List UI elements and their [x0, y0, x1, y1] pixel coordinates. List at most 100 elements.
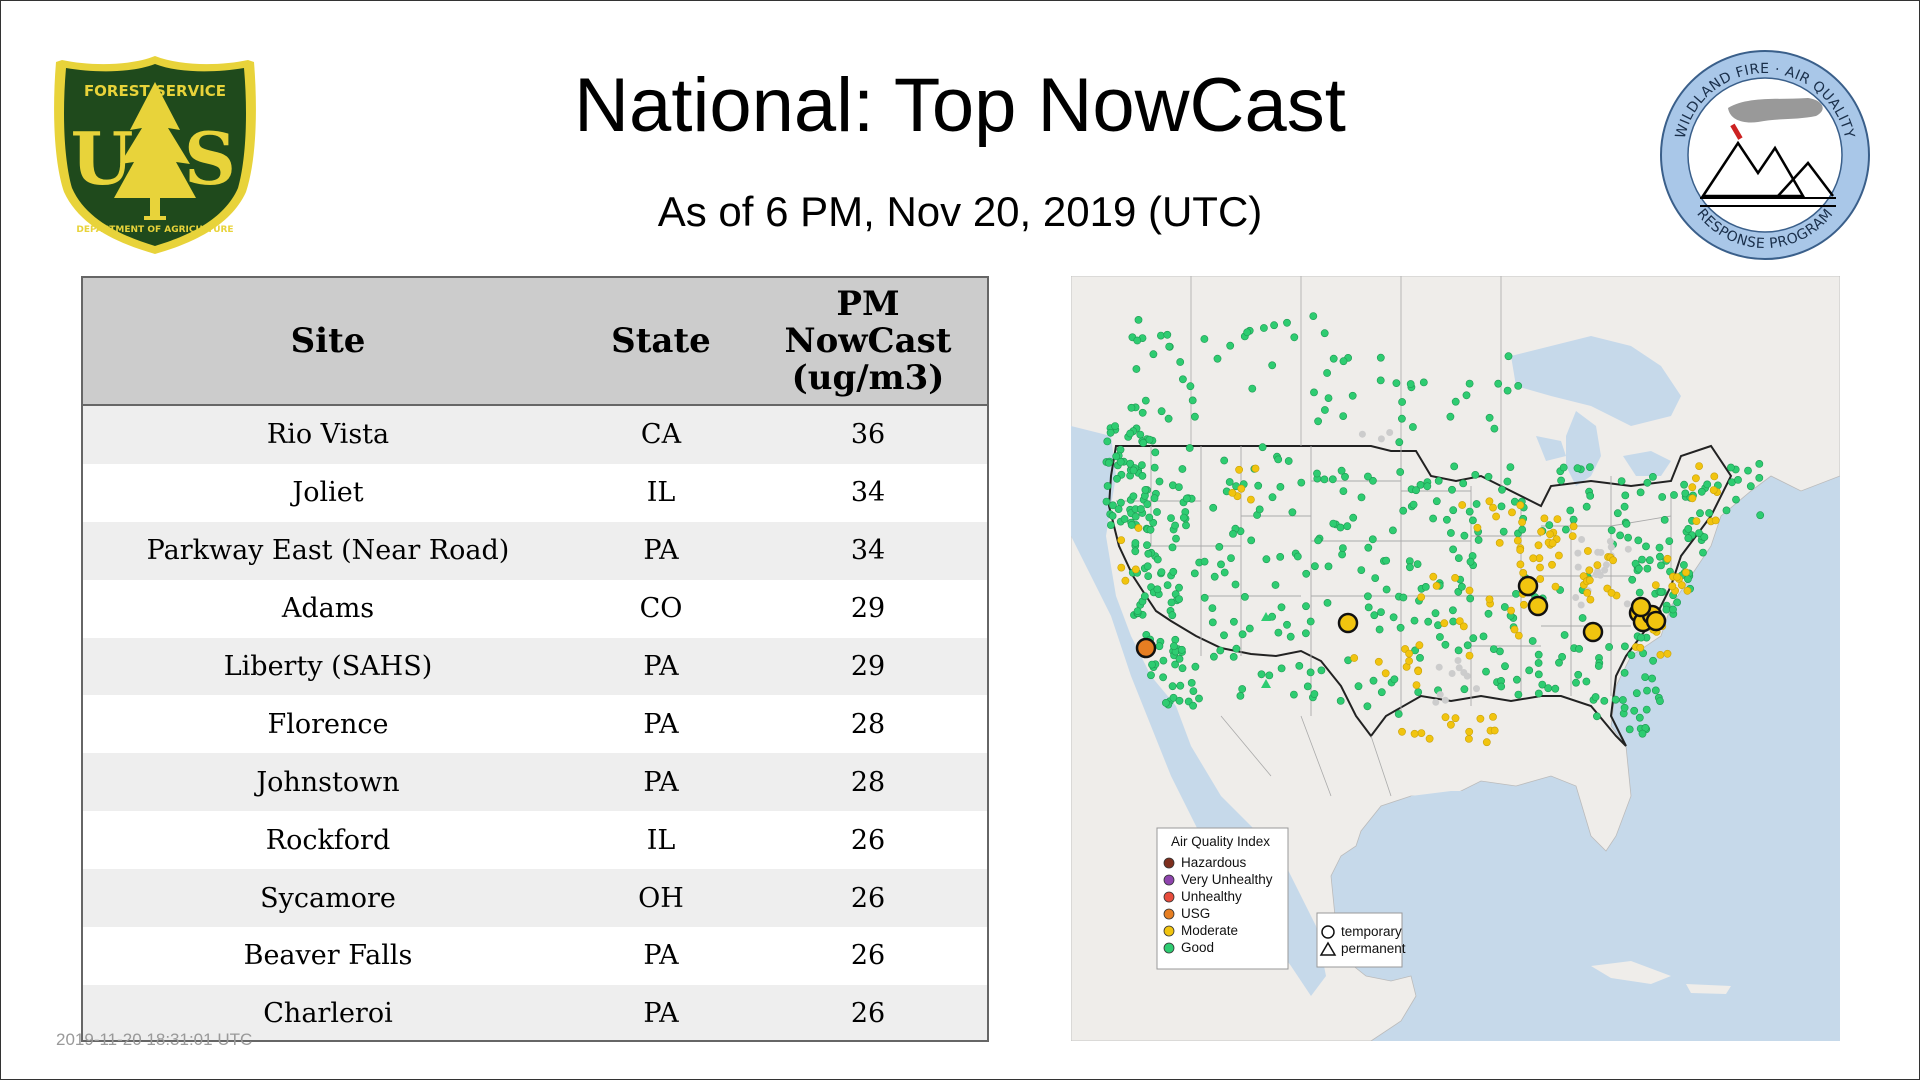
good-site-dot: [1494, 379, 1503, 388]
moderate-site-dot: [1584, 547, 1592, 555]
good-site-dot: [1632, 689, 1641, 698]
good-site-dot: [1286, 632, 1295, 641]
moderate-site-dot: [1485, 595, 1494, 604]
good-site-dot: [1301, 629, 1310, 638]
good-site-dot: [1465, 379, 1474, 388]
good-site-dot: [1423, 482, 1432, 491]
good-site-dot: [1460, 531, 1469, 540]
cell-site: Florence: [83, 695, 573, 754]
good-site-dot: [1582, 502, 1591, 511]
good-site-dot: [1665, 537, 1674, 545]
good-site-dot: [1143, 562, 1152, 571]
good-site-dot: [1317, 666, 1326, 675]
good-site-dot: [1662, 605, 1671, 614]
moderate-site-dot: [1459, 622, 1468, 631]
good-site-dot: [1727, 463, 1735, 472]
moderate-site-dot: [1440, 619, 1449, 628]
us-border: [1107, 444, 1733, 747]
good-site-dot: [1504, 352, 1513, 361]
good-site-dot: [1208, 604, 1217, 612]
good-site-dot: [1209, 652, 1218, 661]
good-site-dot: [1389, 613, 1398, 622]
good-site-dot: [1170, 642, 1178, 651]
good-site-dot: [1376, 376, 1385, 385]
good-site-dot: [1364, 543, 1373, 552]
legend-permanent: permanent: [1341, 941, 1406, 956]
good-site-dot: [1732, 495, 1740, 504]
moderate-site-dot: [1492, 512, 1500, 521]
moderate-site-dot: [1446, 720, 1455, 729]
moderate-site-dot: [1519, 600, 1528, 609]
moderate-site-dot: [1513, 536, 1522, 545]
usg-swatch: [1163, 908, 1175, 920]
good-site-dot: [1755, 473, 1764, 482]
good-site-dot: [1561, 525, 1570, 534]
good-site-dot: [1559, 463, 1568, 472]
moderate-site-dot: [1121, 576, 1130, 585]
svg-text:U: U: [71, 116, 134, 201]
good-site-dot: [1303, 682, 1312, 691]
moderate-site-dot: [1516, 501, 1525, 510]
good-site-dot: [1555, 658, 1563, 667]
good-site-dot: [1153, 585, 1162, 594]
inactive-site-dot: [1623, 600, 1631, 608]
top-sites: [1135, 575, 1667, 659]
table-row: Adams CO 29: [83, 579, 987, 638]
moderate-site-dot: [1415, 641, 1424, 650]
moderate-site-dot: [1228, 488, 1237, 497]
good-site-dot: [1382, 556, 1391, 565]
moderate-site-dot: [1688, 494, 1697, 503]
table-row: Rio Vista CA 36: [83, 405, 987, 464]
good-site-dot: [1560, 631, 1569, 639]
good-site-dot: [1200, 593, 1209, 602]
good-site-dot: [1605, 643, 1613, 651]
moderate-site-dot: [1692, 474, 1700, 483]
cell-value: 26: [749, 869, 987, 928]
good-site-dot: [1137, 505, 1145, 513]
good-site-dot: [1643, 564, 1652, 573]
moderate-site-dot: [1677, 581, 1686, 589]
good-site-dot: [1399, 593, 1408, 602]
good-site-dot: [1179, 513, 1188, 522]
good-site-dot: [1143, 541, 1151, 549]
site-florence: [1630, 596, 1652, 618]
moderate-site-dot: [1593, 561, 1602, 569]
inactive-site-dot: [1577, 601, 1585, 609]
good-site-dot: [1534, 670, 1543, 679]
good-site-dot: [1177, 645, 1186, 654]
moderate-site-dot: [1412, 681, 1421, 689]
table-row: Johnstown PA 28: [83, 753, 987, 812]
good-site-dot: [1175, 583, 1183, 592]
cell-value: 28: [749, 753, 987, 812]
good-site-dot: [1466, 594, 1475, 603]
good-site-dot: [1178, 465, 1187, 473]
good-site-dot: [1575, 644, 1583, 653]
moderate-site-dot: [1485, 497, 1494, 506]
good-site-dot: [1255, 505, 1264, 514]
moderate-site-dot: [1688, 483, 1697, 492]
moderate-site-dot: [1709, 486, 1718, 494]
good-site-dot: [1625, 725, 1634, 734]
good-site-dot: [1746, 482, 1755, 491]
good-site-dot: [1442, 515, 1451, 524]
good-site-dot: [1131, 512, 1140, 521]
unhealthy-swatch: [1163, 891, 1175, 903]
good-site-dot: [1684, 524, 1693, 533]
cell-state: PA: [573, 927, 749, 985]
good-site-dot: [1534, 659, 1543, 667]
good-site-dot: [1297, 478, 1306, 487]
good-site-dot: [1131, 547, 1140, 556]
good-site-dot: [1162, 698, 1170, 707]
good-site-dot: [1175, 595, 1183, 603]
good-site-dot: [1695, 529, 1703, 537]
site-rockford: [1517, 575, 1539, 597]
legend-unhealthy: Unhealthy: [1181, 889, 1242, 904]
moderate-site-dot: [1514, 631, 1523, 640]
good-site-dot: [1175, 696, 1184, 705]
good-site-dot: [1155, 477, 1164, 486]
cell-site: Adams: [83, 579, 573, 638]
good-site-dot: [1129, 466, 1138, 475]
moderate-site-dot: [1495, 538, 1504, 547]
cell-state: CO: [573, 579, 749, 638]
good-site-dot: [1208, 618, 1217, 627]
